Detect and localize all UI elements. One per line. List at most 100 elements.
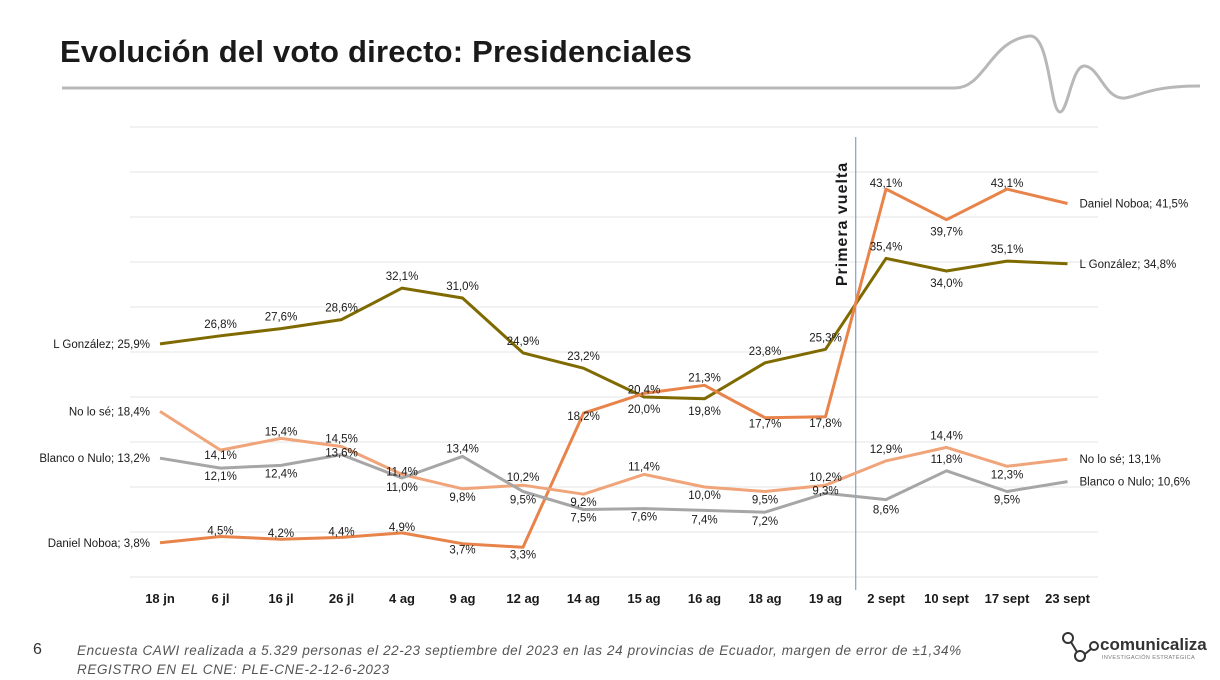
- first-round-annotation: Primera vuelta: [834, 137, 857, 590]
- data-label: 9,5%: [510, 495, 536, 507]
- data-label: 11,0%: [386, 482, 418, 494]
- series-line-blanco-o-nulo: [159, 453, 1068, 514]
- data-label: 11,4%: [628, 461, 660, 473]
- data-label: L González; 25,9%: [53, 339, 150, 351]
- data-label: 12,9%: [870, 444, 903, 456]
- data-label: 20,4%: [628, 384, 661, 396]
- data-label: 4,9%: [389, 522, 415, 534]
- data-label: 9,3%: [812, 485, 838, 497]
- series-lines: [159, 187, 1068, 549]
- data-label: 12,4%: [265, 468, 298, 480]
- data-label: 7,5%: [570, 513, 596, 525]
- data-label: 11,8%: [931, 454, 963, 466]
- first-round-label: Primera vuelta: [834, 162, 851, 286]
- data-label: 3,7%: [449, 545, 475, 557]
- x-tick-label: 16 jl: [268, 591, 293, 606]
- data-label: 14,1%: [204, 450, 237, 462]
- data-label: 17,8%: [809, 418, 842, 430]
- data-label: 27,6%: [265, 312, 298, 324]
- data-label: 24,9%: [507, 336, 540, 348]
- data-label: 7,4%: [691, 514, 717, 526]
- data-label: 12,3%: [991, 469, 1024, 481]
- x-tick-label: 6 jl: [211, 591, 229, 606]
- data-label: 35,4%: [870, 241, 903, 253]
- data-label: 23,2%: [567, 351, 600, 363]
- data-label: Blanco o Nulo; 13,2%: [39, 453, 150, 465]
- x-tick-label: 23 sept: [1045, 591, 1090, 606]
- data-label: 13,4%: [446, 443, 479, 455]
- data-label: 43,1%: [870, 178, 903, 190]
- data-label: 4,4%: [328, 526, 354, 538]
- x-tick-label: 16 ag: [688, 591, 721, 606]
- data-label: 19,8%: [688, 406, 721, 418]
- series-line-l-gonzalez: [159, 256, 1068, 401]
- data-label: 10,0%: [688, 490, 721, 502]
- data-label: 9,2%: [570, 497, 596, 509]
- data-label: 39,7%: [930, 227, 963, 239]
- gridlines: [130, 126, 1098, 578]
- data-label: No lo sé; 18,4%: [69, 406, 150, 418]
- data-label: 10,2%: [809, 472, 842, 484]
- x-tick-label: 14 ag: [567, 591, 600, 606]
- data-label: 35,1%: [991, 244, 1024, 256]
- data-label: 18,2%: [567, 411, 600, 423]
- data-label: No lo sé; 13,1%: [1080, 454, 1161, 466]
- data-label: 28,6%: [325, 303, 358, 315]
- footnote: Encuesta CAWI realizada a 5.329 personas…: [77, 641, 962, 679]
- x-tick-label: 18 jn: [145, 591, 175, 606]
- data-label: 14,5%: [325, 434, 358, 446]
- x-tick-label: 18 ag: [748, 591, 781, 606]
- data-label: 4,2%: [268, 528, 294, 540]
- page-title: Evolución del voto directo: Presidencial…: [60, 34, 693, 69]
- data-label: Blanco o Nulo; 10,6%: [1080, 477, 1191, 489]
- x-tick-label: 4 ag: [389, 591, 415, 606]
- data-label: 9,5%: [752, 495, 778, 507]
- page-number: 6: [33, 641, 42, 658]
- series-line-daniel-noboa: [159, 187, 1068, 549]
- title-underline: [62, 34, 1201, 114]
- data-label: 15,4%: [265, 426, 298, 438]
- x-tick-label: 2 sept: [867, 591, 905, 606]
- logo-icon: [1062, 632, 1099, 662]
- x-tick-label: 9 ag: [449, 591, 475, 606]
- x-tick-label: 15 ag: [627, 591, 660, 606]
- x-tick-label: 26 jl: [329, 591, 354, 606]
- series-line-no-lo-se: [159, 410, 1068, 496]
- x-axis: 18 jn 6 jl 16 jl 26 jl 4 ag 9 ag 12 ag 14 ag 15 …: [145, 591, 1090, 606]
- data-label: 20,0%: [628, 404, 661, 416]
- data-label: 11,4%: [386, 466, 418, 478]
- data-label: 32,1%: [386, 271, 419, 283]
- data-label: 34,0%: [930, 278, 963, 290]
- data-label: 7,6%: [631, 512, 657, 524]
- data-label: 12,1%: [204, 471, 237, 483]
- data-label: 3,3%: [510, 549, 536, 561]
- data-label: Daniel Noboa; 41,5%: [1080, 199, 1189, 211]
- data-label: 9,8%: [449, 492, 475, 504]
- data-label: 21,3%: [688, 372, 721, 384]
- logo-text: comunicaliza: [1100, 635, 1207, 654]
- data-label: Daniel Noboa; 3,8%: [48, 538, 150, 550]
- data-label: 7,2%: [752, 516, 778, 528]
- logo-subtext: INVESTIGACIÓN ESTRATÉGICA: [1102, 655, 1196, 661]
- data-label: 10,2%: [507, 472, 540, 484]
- data-label: 14,4%: [930, 430, 963, 442]
- data-label: L González; 34,8%: [1080, 259, 1177, 271]
- data-label: 9,5%: [994, 495, 1020, 507]
- data-label: 23,8%: [749, 346, 782, 358]
- x-tick-label: 17 sept: [985, 591, 1030, 606]
- data-label: 43,1%: [991, 178, 1024, 190]
- footnote-line-1: Encuesta CAWI realizada a 5.329 personas…: [77, 643, 962, 658]
- data-label: 13,6%: [325, 448, 358, 460]
- data-label: 8,6%: [873, 505, 899, 517]
- data-label: 26,8%: [204, 319, 237, 331]
- data-label: 31,0%: [446, 281, 479, 293]
- data-label: 17,7%: [749, 419, 782, 431]
- data-label: 25,3%: [809, 332, 842, 344]
- x-tick-label: 12 ag: [506, 591, 539, 606]
- footnote-line-2: REGISTRO EN EL CNE: PLE-CNE-2-12-6-2023: [77, 662, 390, 677]
- x-tick-label: 19 ag: [809, 591, 842, 606]
- data-label: 4,5%: [207, 526, 233, 538]
- x-tick-label: 10 sept: [924, 591, 969, 606]
- data-labels: L González; 25,9% 26,8% 27,6% 28,6% 32,1% 31,…: [39, 178, 1190, 561]
